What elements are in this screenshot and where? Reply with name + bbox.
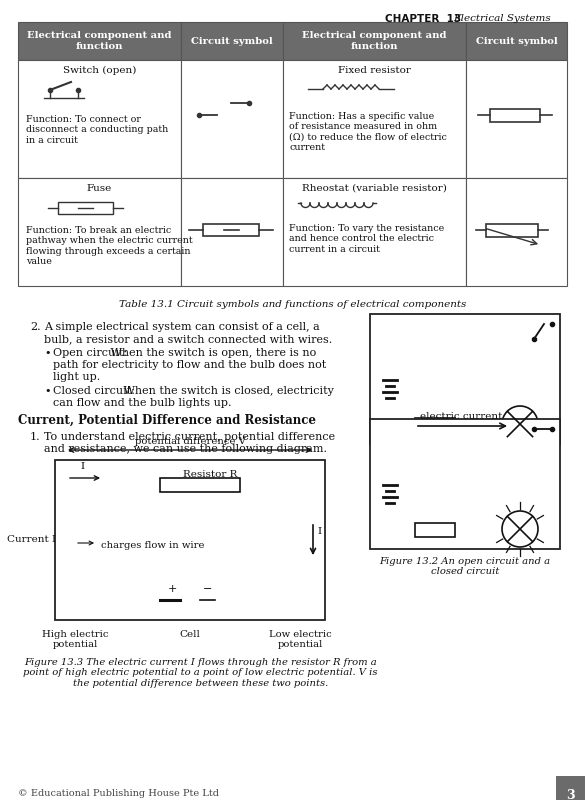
Bar	[466, 178, 567, 286]
Text: Circuit symbol: Circuit symbol	[191, 37, 273, 46]
Text: light up.: light up.	[53, 372, 100, 382]
FancyBboxPatch shape	[556, 776, 585, 800]
Text: To understand electric current, potential difference: To understand electric current, potentia…	[44, 432, 335, 442]
Text: A simple electrical system can consist of a cell, a: A simple electrical system can consist o…	[44, 322, 320, 332]
Bar	[370, 419, 560, 549]
Bar	[181, 22, 283, 60]
Text: Function: Has a specific value
of resistance measured in ohm
(Ω) to reduce the f: Function: Has a specific value of resist…	[289, 112, 447, 152]
Text: •: •	[44, 348, 50, 358]
Text: Electrical Systems: Electrical Systems	[453, 14, 550, 23]
Text: 1.: 1.	[30, 432, 40, 442]
Text: CHAPTER  13: CHAPTER 13	[385, 14, 461, 24]
Text: −: −	[204, 584, 213, 594]
Text: 2.: 2.	[30, 322, 40, 332]
Text: Current, Potential Difference and Resistance: Current, Potential Difference and Resist…	[18, 414, 316, 427]
Text: can flow and the bulb lights up.: can flow and the bulb lights up.	[53, 398, 232, 408]
Text: Low electric
potential: Low electric potential	[269, 630, 331, 650]
Text: 3: 3	[566, 789, 574, 800]
Bar	[486, 224, 538, 237]
Text: Function: To break an electric
pathway when the electric current
flowing through: Function: To break an electric pathway w…	[26, 226, 192, 266]
Text: I: I	[81, 462, 85, 471]
Text: +: +	[167, 584, 177, 594]
Bar	[490, 109, 540, 122]
Text: Electrical component and
function: Electrical component and function	[27, 31, 172, 50]
Text: Circuit symbol: Circuit symbol	[476, 37, 558, 46]
Bar	[283, 178, 466, 286]
Text: path for electricity to flow and the bulb does not: path for electricity to flow and the bul…	[53, 360, 326, 370]
Bar	[466, 22, 567, 60]
Text: I: I	[317, 527, 321, 537]
Text: Figure 13.3 The electric current I flows through the resistor R from a
point of : Figure 13.3 The electric current I flows…	[23, 658, 377, 688]
Bar	[181, 60, 283, 178]
Text: charges flow in wire: charges flow in wire	[101, 541, 205, 550]
Text: Fuse: Fuse	[87, 184, 112, 193]
Text: electric current: electric current	[420, 412, 502, 421]
Text: Closed circuit:: Closed circuit:	[53, 386, 135, 396]
Bar	[283, 22, 466, 60]
Bar	[283, 60, 466, 178]
Text: and resistance, we can use the following diagram.: and resistance, we can use the following…	[44, 444, 327, 454]
Text: Function: To connect or
disconnect a conducting path
in a circuit: Function: To connect or disconnect a con…	[26, 115, 168, 145]
Text: Table 13.1 Circuit symbols and functions of electrical components: Table 13.1 Circuit symbols and functions…	[119, 300, 466, 309]
Bar	[181, 178, 283, 286]
Text: bulb, a resistor and a switch connected with wires.: bulb, a resistor and a switch connected …	[44, 334, 332, 344]
Text: Cell: Cell	[180, 630, 201, 639]
Bar	[58, 202, 113, 214]
Text: Electrical component and
function: Electrical component and function	[302, 31, 447, 50]
Bar	[18, 60, 181, 178]
Bar	[18, 22, 181, 60]
Bar	[370, 314, 560, 444]
Bar	[466, 60, 567, 178]
Text: potential difference V: potential difference V	[135, 437, 246, 446]
Text: When the switch is open, there is no: When the switch is open, there is no	[107, 348, 316, 358]
Text: Resistor R: Resistor R	[183, 470, 237, 479]
Bar	[55, 460, 325, 620]
Bar	[160, 478, 240, 492]
Text: © Educational Publishing House Pte Ltd: © Educational Publishing House Pte Ltd	[18, 789, 219, 798]
Bar	[203, 224, 259, 236]
Text: Switch (open): Switch (open)	[63, 66, 136, 75]
Bar	[415, 418, 455, 432]
Text: Function: To vary the resistance
and hence control the electric
current in a cir: Function: To vary the resistance and hen…	[289, 224, 444, 254]
Text: Open circuit:: Open circuit:	[53, 348, 127, 358]
Text: When the switch is closed, electricity: When the switch is closed, electricity	[120, 386, 334, 396]
Text: High electric
potential: High electric potential	[42, 630, 108, 650]
Bar	[18, 178, 181, 286]
Bar	[415, 523, 455, 537]
Text: •: •	[44, 386, 50, 396]
Text: Rheostat (variable resistor): Rheostat (variable resistor)	[302, 184, 447, 193]
Text: Figure 13.2 An open circuit and a
closed circuit: Figure 13.2 An open circuit and a closed…	[380, 557, 550, 576]
Text: Fixed resistor: Fixed resistor	[338, 66, 411, 75]
Text: Current I: Current I	[7, 535, 56, 545]
